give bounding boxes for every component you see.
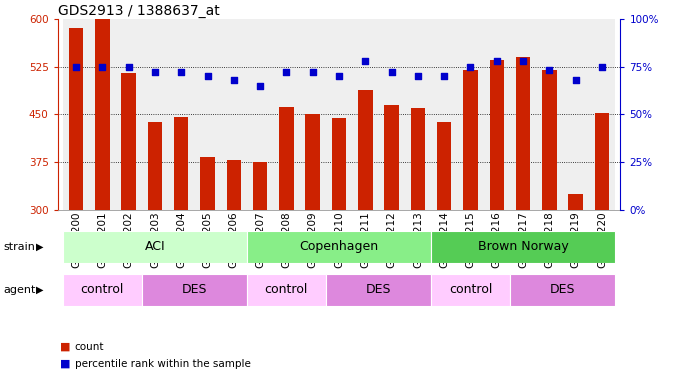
Point xyxy=(150,69,161,75)
Text: control: control xyxy=(264,283,308,296)
Text: DES: DES xyxy=(550,283,575,296)
Bar xyxy=(536,19,563,210)
Bar xyxy=(589,19,615,210)
Text: DES: DES xyxy=(365,283,391,296)
Point xyxy=(360,58,371,64)
Bar xyxy=(220,19,247,210)
Text: ■: ■ xyxy=(60,342,70,352)
Bar xyxy=(63,274,142,306)
Bar xyxy=(542,70,557,375)
Point xyxy=(439,73,450,79)
Bar xyxy=(431,19,458,210)
Point xyxy=(597,63,607,70)
Point xyxy=(492,58,502,64)
Point xyxy=(386,69,397,75)
Bar xyxy=(142,274,247,306)
Bar xyxy=(95,19,110,375)
Bar xyxy=(332,117,346,375)
Text: Brown Norway: Brown Norway xyxy=(478,240,568,253)
Bar xyxy=(326,274,431,306)
Bar xyxy=(378,19,405,210)
Point xyxy=(465,63,476,70)
Bar xyxy=(352,19,378,210)
Text: ACI: ACI xyxy=(144,240,165,253)
Bar xyxy=(121,73,136,375)
Bar xyxy=(63,231,247,262)
Point xyxy=(123,63,134,70)
Bar xyxy=(516,57,530,375)
Bar xyxy=(148,122,162,375)
Point xyxy=(255,83,266,89)
Bar xyxy=(595,113,610,375)
Bar xyxy=(358,90,372,375)
Text: Copenhagen: Copenhagen xyxy=(300,240,378,253)
Bar xyxy=(568,194,583,375)
Bar xyxy=(384,105,399,375)
Text: agent: agent xyxy=(3,285,36,295)
Point xyxy=(570,77,581,83)
Point xyxy=(71,63,81,70)
Bar xyxy=(200,157,215,375)
Point xyxy=(412,73,423,79)
Bar xyxy=(458,19,483,210)
Bar xyxy=(195,19,220,210)
Text: ▶: ▶ xyxy=(35,285,43,295)
Text: control: control xyxy=(81,283,124,296)
Bar xyxy=(510,19,536,210)
Point xyxy=(97,63,108,70)
Text: control: control xyxy=(449,283,492,296)
Bar xyxy=(431,231,615,262)
Bar xyxy=(411,108,425,375)
Bar xyxy=(437,122,452,375)
Bar xyxy=(253,162,267,375)
Bar xyxy=(273,19,300,210)
Text: GDS2913 / 1388637_at: GDS2913 / 1388637_at xyxy=(58,4,220,18)
Bar xyxy=(247,231,431,262)
Bar xyxy=(300,19,326,210)
Text: DES: DES xyxy=(182,283,207,296)
Point xyxy=(334,73,344,79)
Text: percentile rank within the sample: percentile rank within the sample xyxy=(75,359,250,369)
Bar xyxy=(483,19,510,210)
Text: strain: strain xyxy=(3,242,35,252)
Point xyxy=(281,69,292,75)
Bar xyxy=(279,107,294,375)
Point xyxy=(517,58,528,64)
Text: count: count xyxy=(75,342,104,352)
Bar xyxy=(115,19,142,210)
Bar xyxy=(463,70,478,375)
Text: ▶: ▶ xyxy=(35,242,43,252)
Bar xyxy=(63,19,89,210)
Bar xyxy=(226,160,241,375)
Bar xyxy=(510,274,615,306)
Bar xyxy=(431,274,510,306)
Bar xyxy=(168,19,195,210)
Bar xyxy=(326,19,352,210)
Bar xyxy=(142,19,168,210)
Bar xyxy=(490,60,504,375)
Bar xyxy=(247,274,326,306)
Bar xyxy=(89,19,115,210)
Text: ■: ■ xyxy=(60,359,70,369)
Point xyxy=(307,69,318,75)
Point xyxy=(544,68,555,74)
Point xyxy=(228,77,239,83)
Bar xyxy=(405,19,431,210)
Bar xyxy=(174,117,188,375)
Point xyxy=(202,73,213,79)
Point xyxy=(176,69,186,75)
Bar xyxy=(306,114,320,375)
Bar xyxy=(68,28,83,375)
Bar xyxy=(247,19,273,210)
Bar xyxy=(563,19,589,210)
